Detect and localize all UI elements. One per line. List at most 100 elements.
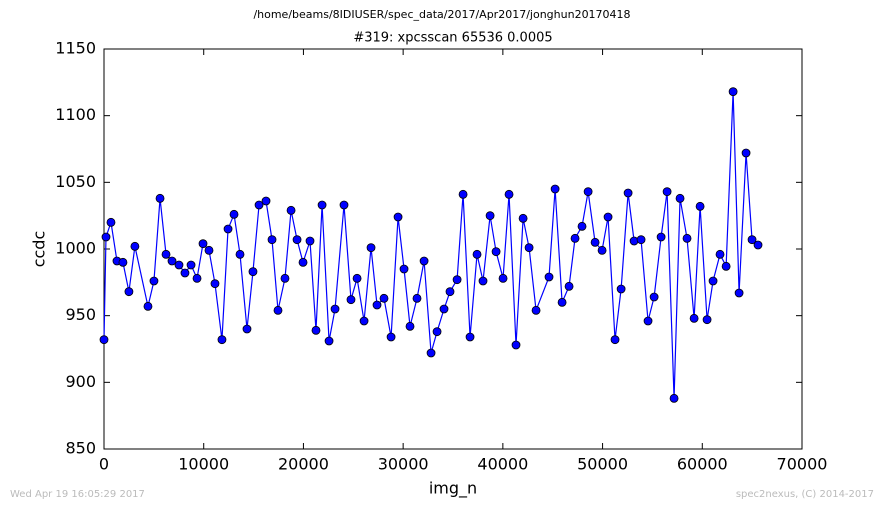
- data-point: [511, 340, 521, 350]
- data-point: [649, 292, 659, 302]
- data-point: [734, 288, 744, 298]
- x-axis-label: img_n: [429, 479, 477, 499]
- data-point: [339, 200, 349, 210]
- data-point: [583, 187, 593, 197]
- data-point: [544, 272, 554, 282]
- data-point: [656, 232, 666, 242]
- data-point: [286, 205, 296, 215]
- data-point: [715, 249, 725, 259]
- x-tick-label: 70000: [777, 455, 828, 474]
- data-point: [550, 184, 560, 194]
- data-point: [439, 304, 449, 314]
- data-point: [130, 241, 140, 251]
- data-point: [662, 187, 672, 197]
- data-point: [330, 304, 340, 314]
- data-point: [210, 279, 220, 289]
- data-point: [155, 193, 165, 203]
- data-point: [531, 305, 541, 315]
- y-tick-label: 1050: [55, 172, 96, 191]
- data-point: [248, 267, 258, 277]
- data-point: [106, 217, 116, 227]
- data-point: [280, 273, 290, 283]
- data-point: [636, 235, 646, 245]
- data-point: [721, 261, 731, 271]
- data-point: [695, 201, 705, 211]
- data-point: [452, 275, 462, 285]
- data-point: [504, 189, 514, 199]
- data-point: [412, 293, 422, 303]
- data-point: [465, 332, 475, 342]
- data-point: [292, 235, 302, 245]
- data-point: [478, 276, 488, 286]
- data-point: [570, 233, 580, 243]
- data-point: [317, 200, 327, 210]
- data-point: [267, 235, 277, 245]
- data-point: [524, 243, 534, 253]
- y-tick-label: 1000: [55, 239, 96, 258]
- x-tick-label: 0: [99, 455, 109, 474]
- data-point: [564, 281, 574, 291]
- data-point: [491, 247, 501, 257]
- data-point: [99, 335, 109, 345]
- data-point: [359, 316, 369, 326]
- data-point: [472, 249, 482, 259]
- data-point: [254, 200, 264, 210]
- data-point: [590, 237, 600, 247]
- data-point: [458, 189, 468, 199]
- data-point: [616, 284, 626, 294]
- data-point: [399, 264, 409, 274]
- data-point: [557, 297, 567, 307]
- data-point: [682, 233, 692, 243]
- data-point: [689, 313, 699, 323]
- data-point: [426, 348, 436, 358]
- data-point: [445, 287, 455, 297]
- data-point: [204, 245, 214, 255]
- data-point: [753, 240, 763, 250]
- data-point: [118, 257, 128, 267]
- data-point: [728, 87, 738, 97]
- data-point: [324, 336, 334, 346]
- data-point: [623, 188, 633, 198]
- data-point: [311, 325, 321, 335]
- data-point: [603, 212, 613, 222]
- footer-right: spec2nexus, (C) 2014-2017: [736, 489, 874, 500]
- data-point: [180, 268, 190, 278]
- data-point: [432, 327, 442, 337]
- data-point: [229, 209, 239, 219]
- data-point: [167, 256, 177, 266]
- data-point: [675, 193, 685, 203]
- data-point: [149, 276, 159, 286]
- y-axis-label: ccdc: [30, 231, 49, 268]
- data-point: [242, 324, 252, 334]
- data-point: [518, 213, 528, 223]
- data-point: [372, 300, 382, 310]
- data-point: [143, 301, 153, 311]
- x-tick-label: 60000: [677, 455, 728, 474]
- data-point: [708, 276, 718, 286]
- chart-title: /home/beams/8IDIUSER/spec_data/2017/Apr2…: [253, 8, 630, 21]
- data-point: [366, 243, 376, 253]
- data-point: [485, 211, 495, 221]
- data-point: [498, 273, 508, 283]
- data-point: [101, 232, 111, 242]
- x-tick-label: 10000: [178, 455, 229, 474]
- data-point: [386, 332, 396, 342]
- chart-subtitle: #319: xpcsscan 65536 0.0005: [353, 31, 552, 46]
- data-point: [192, 273, 202, 283]
- data-point: [198, 239, 208, 249]
- x-tick-label: 20000: [278, 455, 329, 474]
- y-tick-label: 900: [65, 372, 96, 391]
- data-point: [305, 236, 315, 246]
- data-point: [161, 249, 171, 259]
- data-point: [669, 393, 679, 403]
- data-point: [702, 315, 712, 325]
- y-tick-label: 1150: [55, 39, 96, 58]
- data-point: [419, 256, 429, 266]
- x-tick-label: 30000: [378, 455, 429, 474]
- data-point: [174, 260, 184, 270]
- data-point: [610, 335, 620, 345]
- data-point: [261, 196, 271, 206]
- data-point: [298, 257, 308, 267]
- data-point: [235, 249, 245, 259]
